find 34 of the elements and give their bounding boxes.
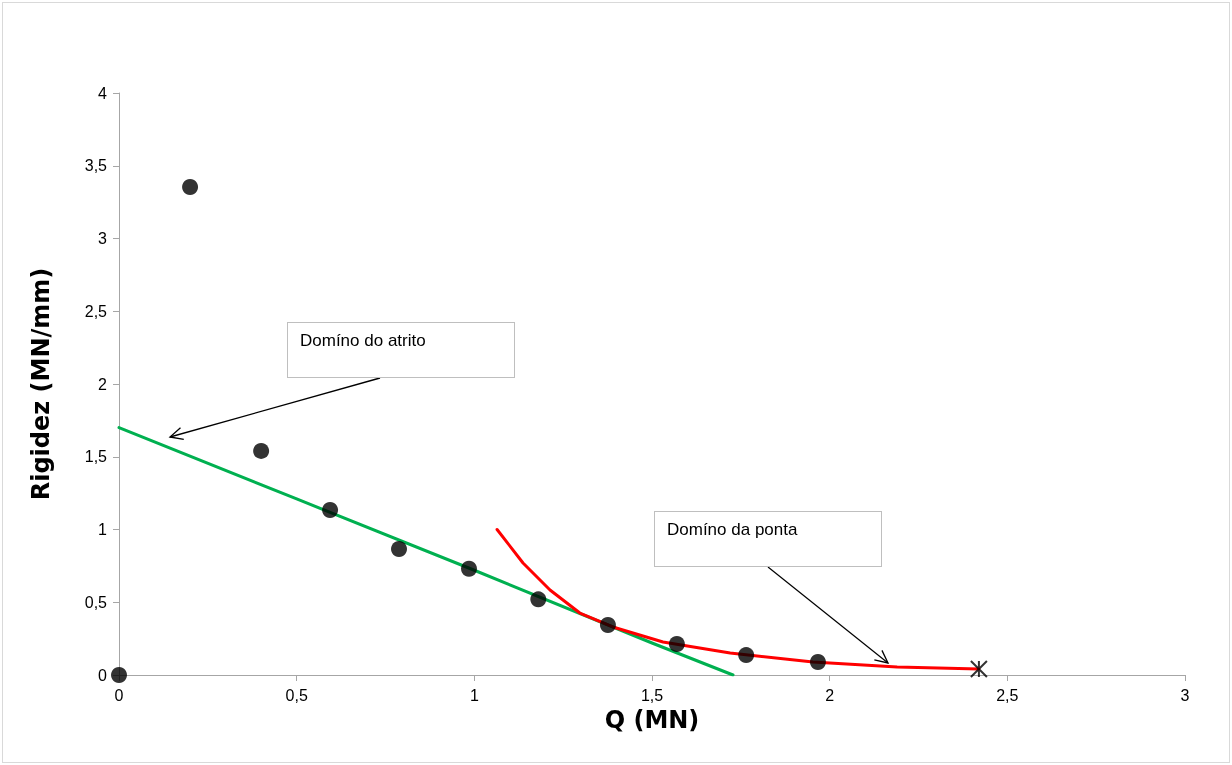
- note-box: Domíno do atrito: [287, 322, 515, 378]
- point: [809, 654, 826, 671]
- x-tick-label: 2,5: [996, 686, 1019, 704]
- point: [391, 541, 407, 557]
- point: [969, 660, 988, 679]
- point: [253, 442, 270, 459]
- point: [668, 636, 685, 652]
- point: [461, 560, 477, 577]
- point: [530, 591, 547, 608]
- x-tick-label: 0: [114, 686, 124, 704]
- y-tick-label: 3,5: [84, 157, 108, 175]
- point: [182, 179, 199, 195]
- x-tick-label: 1,5: [640, 686, 664, 704]
- annotation: Domíno do atrito: [300, 331, 426, 350]
- y-tick-label: 4: [98, 84, 108, 102]
- y-axis-title: Rigidez (MN/mm): [27, 267, 55, 501]
- y-tick-label: 0,5: [84, 593, 108, 611]
- y-tick-label: 1: [98, 521, 108, 538]
- y-tick-label: 3: [98, 230, 108, 247]
- point: [111, 667, 127, 683]
- y-tick-label: 2: [98, 375, 108, 393]
- point: [322, 502, 339, 518]
- point: [599, 616, 616, 633]
- x-tick-label: 1: [469, 686, 479, 704]
- y-tick-label: 1,5: [84, 448, 108, 466]
- x-tick-label: 3: [1180, 686, 1190, 704]
- point: [738, 647, 755, 664]
- x-tick-label: 2: [825, 686, 835, 704]
- note-box: Domíno da ponta: [654, 511, 882, 567]
- y-tick-label: 0: [98, 666, 108, 684]
- x-axis-title: Q (MN): [604, 705, 700, 734]
- y-tick-label: 2,5: [84, 302, 108, 320]
- x-tick-label: 0,5: [285, 686, 308, 704]
- annotation: Domíno da ponta: [667, 520, 798, 539]
